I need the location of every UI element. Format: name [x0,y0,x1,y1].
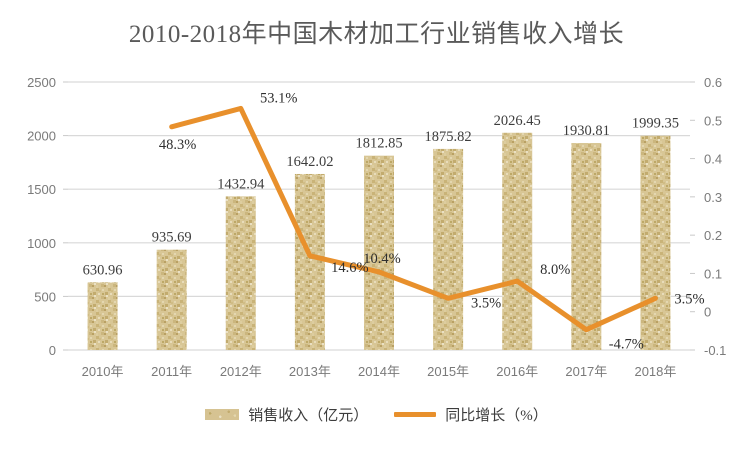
legend-item-label: 销售收入（亿元） [248,408,369,424]
category-label: 2017年 [565,364,607,379]
bar-value-label: 1642.02 [286,154,333,170]
bar-value-label: 935.69 [152,230,192,246]
bar-value-label: 630.96 [83,262,123,278]
category-axis-labels: 2010年 2011年 2012年 2013年 2014年 2015年 2016年 2017年… [82,364,677,379]
right-axis-tick-label: 0.3 [704,190,722,205]
right-axis-tick-label: 0.5 [704,113,722,128]
right-axis-tick-label: -0.1 [704,343,726,358]
legend-line-swatch-icon [394,412,437,417]
chart-legend: 销售收入（亿元） 同比增长（%） [0,404,753,425]
bar[interactable] [156,249,187,350]
line-series [169,105,658,333]
left-axis-tick-label: 1000 [27,236,56,251]
trend-line[interactable] [169,105,658,333]
left-axis-tick-label: 1500 [27,182,56,197]
legend-item-sales-revenue[interactable]: 销售收入（亿元） [205,404,368,425]
bar-value-label: 1930.81 [563,123,610,139]
right-axis-tick-label: 0.1 [704,266,722,281]
bar[interactable] [225,196,256,350]
left-axis-tick-label: 0 [49,343,56,358]
bar-value-label: 1999.35 [632,116,679,132]
line-value-label: 14.6% [331,260,368,276]
legend-bar-swatch-icon [205,409,240,420]
line-value-label: 48.3% [159,137,196,153]
category-label: 2016年 [496,364,538,379]
bar[interactable] [364,155,394,350]
bar-value-label: 2026.45 [494,113,541,129]
bar-value-label: 1875.82 [425,129,472,145]
bar[interactable] [571,143,602,350]
left-axis-ticks: 0 500 1000 1500 2000 2500 [27,75,68,358]
bar-value-label: 1812.85 [355,136,402,152]
bar-value-labels: 630.96 935.69 1432.94 1642.02 1812.85 1875.82… [83,113,679,279]
line-value-label: 3.5% [471,295,501,311]
right-axis-tick-label: 0.6 [704,75,722,90]
chart-title: 2010-2018年中国木材加工行业销售收入增长 [128,21,625,48]
bar-value-label: 1432.94 [217,176,265,192]
bar-series [87,132,671,350]
line-value-label: -4.7% [609,337,644,353]
category-label: 2015年 [427,364,469,379]
bar[interactable] [294,173,325,350]
bar[interactable] [502,132,533,350]
category-label: 2014年 [358,364,400,379]
right-axis-tick-label: 0.4 [704,152,722,167]
legend-item-label: 同比增长（%） [445,408,548,424]
legend-item-yoy-growth[interactable]: 同比增长（%） [394,404,548,425]
category-label: 2018年 [634,364,676,379]
bar[interactable] [640,135,671,350]
category-label: 2011年 [151,364,192,379]
right-axis-tick-label: 0 [704,305,711,320]
line-value-label: 3.5% [674,291,704,307]
right-axis-tick-label: 0.2 [704,228,722,243]
bar[interactable] [87,282,118,350]
category-label: 2010年 [82,364,124,379]
category-label: 2013年 [289,364,331,379]
line-value-label: 53.1% [260,90,297,106]
left-axis-tick-label: 2000 [27,129,56,144]
line-value-label: 8.0% [540,262,570,278]
line-value-labels: 48.3% 53.1% 14.6%10.4% 3.5% 8.0% -4.7% 3.5% [159,90,705,352]
line-value-label: 10.4% [363,251,400,267]
right-axis-ticks: -0.1 0 0.1 0.2 0.3 0.4 0.5 0.6 [690,75,726,358]
bar[interactable] [433,148,464,350]
left-axis-tick-label: 500 [34,289,56,304]
category-label: 2012年 [220,364,262,379]
plot-area: 630.96 935.69 1432.94 1642.02 1812.85 1875.82… [27,75,726,379]
left-axis-tick-label: 2500 [27,75,56,90]
